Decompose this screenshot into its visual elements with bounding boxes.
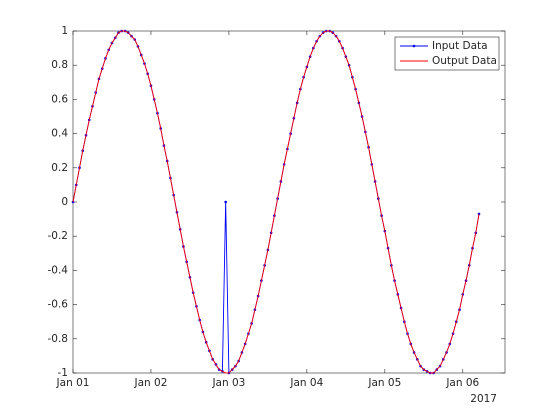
- series-line: [72, 30, 480, 374]
- y-tick-label: 0: [61, 196, 68, 208]
- x-tick-label: Jan 01: [56, 377, 90, 389]
- x-secondary-label: 2017: [470, 393, 497, 405]
- x-tick-label: Jan 03: [211, 377, 245, 389]
- x-tick-label: Jan 05: [367, 377, 401, 389]
- data-point: [224, 200, 227, 204]
- x-tick-label: Jan 02: [134, 377, 168, 389]
- legend-marker: [412, 44, 416, 48]
- y-tick-label: -0.4: [48, 264, 69, 276]
- y-tick-label: 0.8: [51, 59, 68, 71]
- y-tick-label: 0.2: [51, 162, 68, 174]
- y-tick-label: -1: [58, 367, 68, 379]
- y-tick-label: -0.8: [48, 333, 69, 345]
- legend-box: [394, 36, 500, 71]
- legend-label: Input Data: [432, 40, 488, 52]
- y-tick-label: -0.6: [48, 299, 69, 311]
- y-tick-label: 1: [61, 25, 68, 37]
- legend: Input Data Output Data: [394, 36, 500, 71]
- y-tick-label: -0.2: [48, 230, 69, 242]
- axes-box: [72, 30, 506, 374]
- x-tick-label: Jan 06: [445, 377, 479, 389]
- y-tick-label: 0.6: [51, 93, 68, 105]
- y-tick-label: 0.4: [51, 128, 68, 140]
- x-tick-label: Jan 04: [289, 377, 323, 389]
- legend-label: Output Data: [432, 55, 497, 67]
